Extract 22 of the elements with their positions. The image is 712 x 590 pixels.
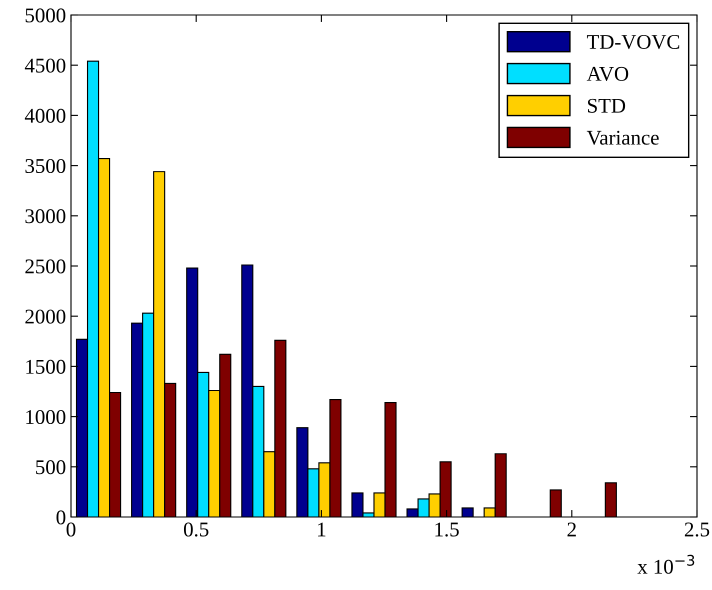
y-tick-label: 500	[36, 460, 66, 474]
legend-label: TD-VOVC	[586, 34, 680, 50]
y-tick-label: 5000	[26, 8, 66, 22]
legend-label: STD	[588, 98, 626, 113]
text: x 10$^{−3}$	[637, 554, 694, 574]
y-tick-label: 0	[56, 510, 66, 524]
x-tick-label: 1	[318, 522, 326, 536]
y-tick-label: 4500	[24, 58, 66, 73]
y-tick-label: 1000	[26, 410, 66, 424]
y-tick-label: 4000	[24, 108, 66, 123]
y-tick-label: 3000	[25, 209, 66, 224]
x-tick-label: 1.5	[435, 522, 459, 537]
y-tick-label: 3500	[25, 158, 66, 174]
legend-label: AVO	[586, 66, 628, 82]
y-tick-label: 1500	[26, 360, 66, 374]
y-tick-label: 2000	[25, 310, 66, 324]
x-tick-label: 0	[66, 522, 76, 537]
x-tick-label: 2.5	[684, 522, 710, 537]
legend-label: Variance	[586, 130, 659, 145]
y-tick-label: 2500	[25, 259, 66, 274]
x-tick-label: 0.5	[184, 522, 208, 537]
x-tick-label: 2	[568, 522, 576, 536]
